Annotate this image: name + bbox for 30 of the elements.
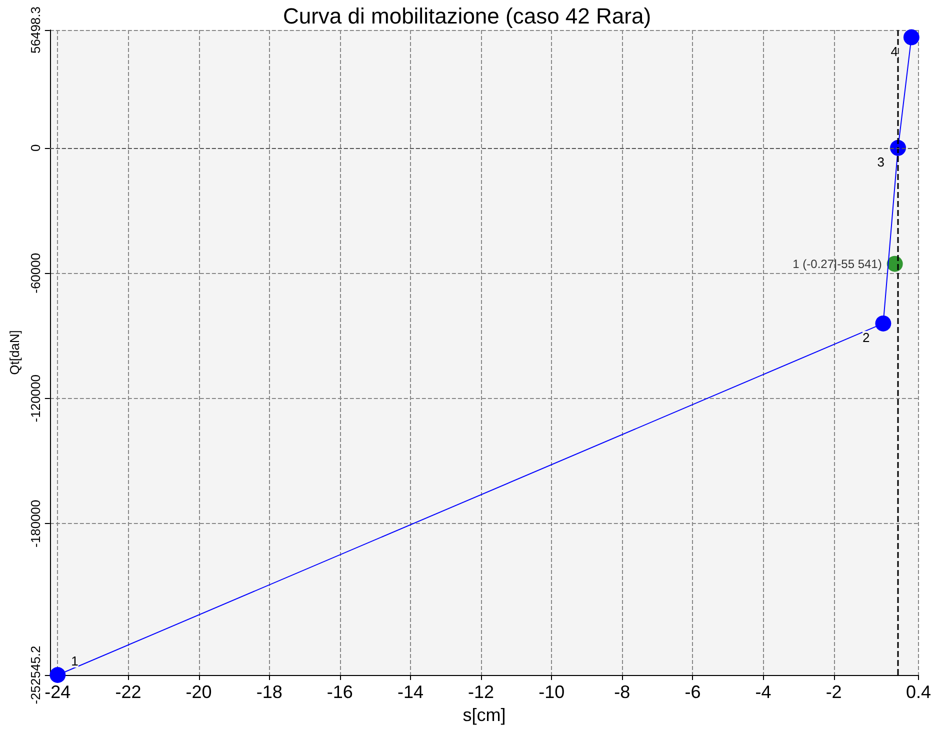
x-tick-label: -10 [538,682,565,702]
y-tick-label: -120000 [28,374,43,422]
x-tick-label: -6 [684,682,701,702]
chart-title: Curva di mobilitazione (caso 42 Rara) [282,4,652,28]
annotation: 2 [862,330,870,345]
x-tick-label: -18 [256,682,282,702]
x-tick-label: -2 [826,682,842,702]
annotation: 1 [71,654,78,668]
y-tick-label: -60000 [28,252,43,294]
x-tick-label: -22 [115,682,142,702]
x-tick-label: -8 [614,682,630,702]
data-label: 1 (-0.27|-55 541) [792,256,882,271]
x-tick-label: -12 [468,682,494,702]
x-tick-label: -20 [186,682,212,702]
y-tick-label: -252545.2 [28,646,43,704]
point [875,315,892,332]
x-tick-label: -14 [397,682,424,702]
point [50,667,66,683]
y-tick-label: -180000 [28,500,43,548]
x-tick-label: 0.4 [906,682,932,702]
y-tick-label: 0 [28,144,43,152]
point [903,29,920,46]
y-axis-title: Qt[daN] [7,330,22,375]
x-tick-label: -24 [44,682,71,702]
x-axis-title: s[cm] [462,704,506,725]
x-tick-label: -16 [326,682,353,702]
annotation: 3 [877,154,885,170]
x-tick-label: -4 [755,682,772,702]
y-tick-label: 56498.3 [28,6,43,54]
annotation: 4 [890,44,898,59]
